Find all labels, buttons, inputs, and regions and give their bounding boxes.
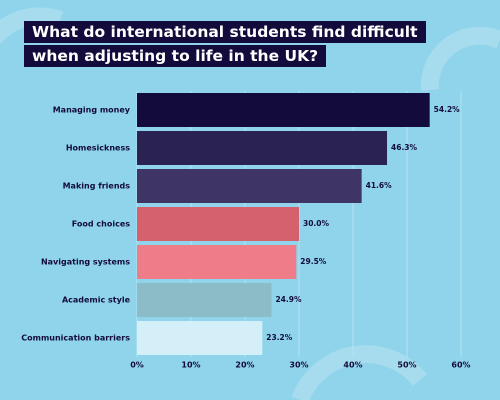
bar (137, 207, 299, 241)
decor (0, 7, 64, 45)
y-tick-label: Food choices (72, 220, 130, 229)
y-tick-label: Homesickness (66, 144, 130, 153)
value-label: 29.5% (300, 257, 327, 266)
x-tick-label: 60% (451, 361, 470, 370)
y-tick-label: Academic style (62, 296, 131, 305)
y-tick-label: Navigating systems (41, 258, 130, 267)
value-label: 54.2% (434, 105, 461, 114)
chart-title: What do international students find diff… (24, 20, 444, 68)
y-tick-label: Managing money (53, 106, 131, 115)
x-tick-label: 50% (397, 361, 416, 370)
value-label: 24.9% (275, 295, 302, 304)
chart-title-text: What do international students find diff… (24, 21, 426, 67)
decor (420, 26, 500, 91)
value-label: 23.2% (266, 333, 293, 342)
x-tick-label: 20% (235, 361, 254, 370)
bar (137, 169, 362, 203)
decor (291, 345, 427, 400)
value-label: 41.6% (366, 181, 393, 190)
value-label: 46.3% (391, 143, 418, 152)
bar (137, 245, 297, 279)
bar (137, 321, 263, 355)
value-label: 30.0% (303, 219, 330, 228)
x-tick-label: 40% (343, 361, 362, 370)
bar (137, 93, 430, 127)
bar (137, 131, 388, 165)
bar (137, 283, 272, 317)
y-tick-label: Making friends (63, 182, 131, 191)
x-tick-label: 10% (181, 361, 200, 370)
x-tick-label: 0% (130, 361, 144, 370)
y-tick-label: Communication barriers (21, 334, 130, 343)
x-tick-label: 30% (289, 361, 308, 370)
